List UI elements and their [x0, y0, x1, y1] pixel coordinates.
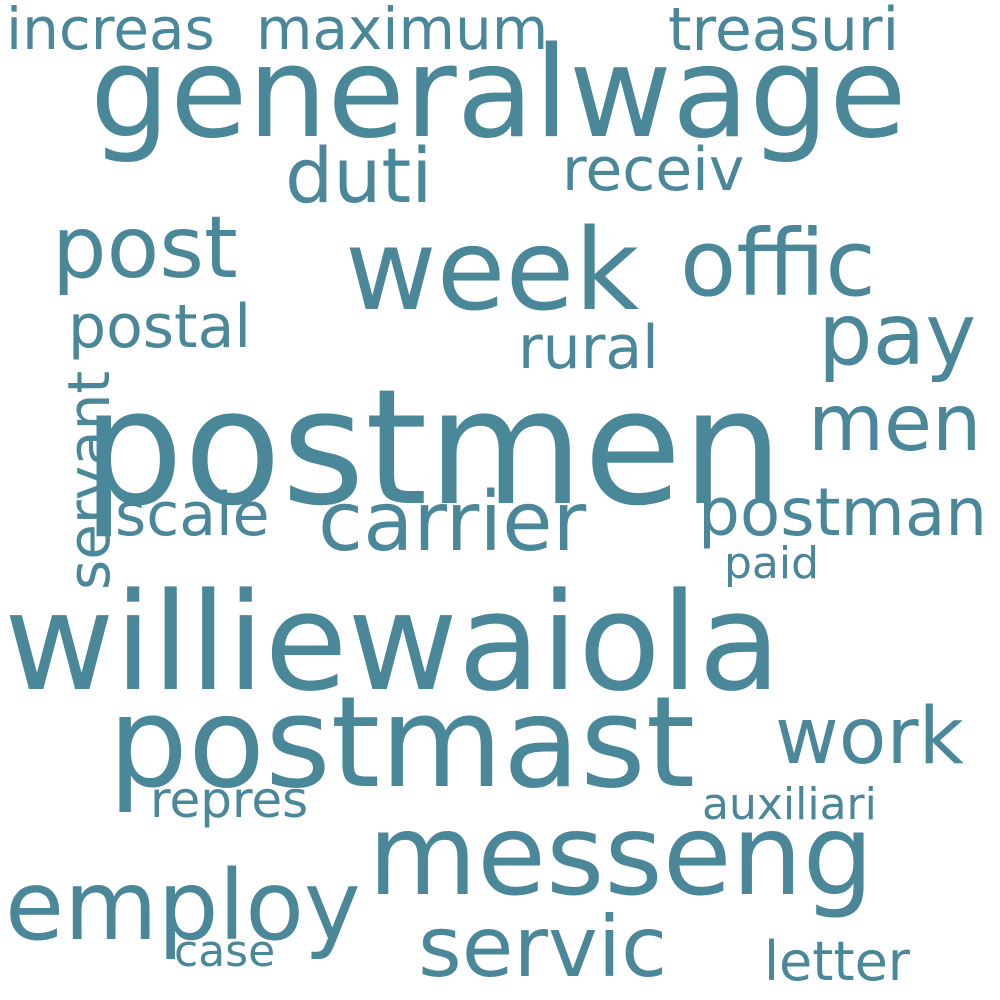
- word-increas: increas: [6, 0, 215, 63]
- word-duti: duti: [285, 131, 433, 220]
- word-pay: pay: [818, 285, 977, 385]
- word-postmen: postmen: [82, 354, 784, 541]
- word-post: post: [52, 198, 238, 298]
- word-employ: employ: [5, 850, 361, 962]
- word-work: work: [775, 692, 964, 782]
- word-scale: scale: [115, 480, 270, 550]
- word-williewaiola: williewaiola: [4, 564, 781, 721]
- word-receiv: receiv: [562, 135, 745, 205]
- word-postmast: postmast: [108, 669, 696, 816]
- word-treasuri: treasuri: [668, 0, 900, 65]
- word-postman: postman: [698, 474, 988, 551]
- word-servic: servic: [418, 898, 668, 996]
- word-rural: rural: [518, 313, 659, 383]
- word-carrier: carrier: [318, 475, 587, 570]
- word-men: men: [808, 379, 982, 469]
- word-case: case: [174, 926, 276, 977]
- word-auxiliari: auxiliari: [702, 779, 877, 830]
- word-offic: offic: [680, 210, 876, 317]
- word-generalwage: generalwage: [90, 19, 907, 166]
- word-servant: servant: [55, 370, 123, 590]
- word-maximum: maximum: [256, 0, 549, 63]
- word-repres: repres: [150, 771, 309, 829]
- word-messeng: messeng: [368, 791, 874, 921]
- word-letter: letter: [764, 930, 910, 993]
- word-paid: paid: [724, 538, 820, 589]
- word-week: week: [345, 206, 640, 336]
- word-postal: postal: [68, 292, 252, 362]
